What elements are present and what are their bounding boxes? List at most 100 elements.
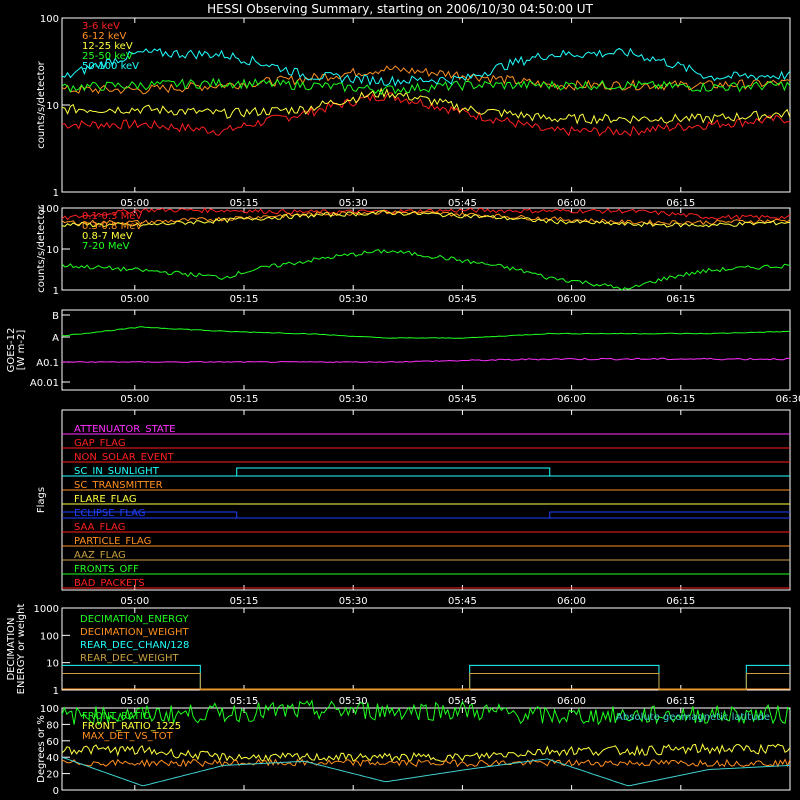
x-tick-label: 05:30 bbox=[339, 198, 368, 209]
y-axis-label: Degrees or % bbox=[36, 715, 47, 783]
legend-entry: REAR_DEC_WEIGHT bbox=[80, 653, 179, 664]
panel-lightcurves-low: 05:00 05:15 05:30 05:45 06:00 06:15 counts/s/d… bbox=[36, 14, 791, 209]
panel-frame bbox=[61, 309, 791, 391]
y-tick-label: A0.01 bbox=[30, 378, 59, 389]
series-line bbox=[61, 249, 791, 291]
y-tick-label: 1 bbox=[53, 188, 59, 199]
series-line bbox=[61, 743, 791, 763]
legend-entry: 3-6 keV bbox=[82, 21, 120, 32]
series-line bbox=[62, 673, 790, 691]
series-line bbox=[61, 209, 791, 226]
annotation-label: Absolute geomagnetic latitude bbox=[616, 712, 770, 723]
y-tick-label: 1 bbox=[53, 686, 59, 697]
series-line bbox=[61, 699, 791, 726]
y-tick-label: 10 bbox=[46, 101, 59, 112]
y-tick-label: 1 bbox=[53, 286, 59, 297]
flag-label: SAA_FLAG bbox=[74, 522, 125, 533]
legend-entry: 12-25 keV bbox=[82, 41, 133, 52]
x-tick-label: 05:45 bbox=[448, 394, 477, 405]
series-line bbox=[61, 207, 791, 221]
y-axis-label-line: ENERGY or weight bbox=[16, 604, 27, 695]
x-tick-label: 05:45 bbox=[448, 596, 477, 607]
y-tick-label: 100 bbox=[40, 631, 59, 642]
x-tick-label: 06:15 bbox=[666, 596, 695, 607]
panel-decimation: 05:00 05:15 05:30 05:45 06:00 06:15DECIMATION… bbox=[6, 604, 791, 707]
y-tick-label: 10 bbox=[46, 245, 59, 256]
x-tick-label: 06:00 bbox=[557, 394, 586, 405]
legend-entry: MAX_DET_VS_TOT bbox=[82, 731, 174, 742]
legend-entry: 25-50 keV bbox=[82, 51, 133, 62]
y-tick-label: 0 bbox=[53, 786, 59, 797]
x-tick-label: 05:00 bbox=[120, 596, 149, 607]
sunlight-step bbox=[236, 467, 551, 476]
legend-entry: 0.3-0.8 MeV bbox=[82, 221, 142, 232]
x-tick-label: 05:00 bbox=[120, 696, 149, 707]
legend-entry: FRONT_RATIO bbox=[82, 711, 151, 722]
x-tick-label: 06:15 bbox=[666, 696, 695, 707]
y-axis-label: Flags bbox=[36, 487, 47, 513]
panel-frame bbox=[61, 17, 791, 193]
y-tick-label: A0.1 bbox=[36, 358, 59, 369]
x-tick-label: 05:15 bbox=[230, 294, 259, 305]
y-tick-label: 10 bbox=[46, 659, 59, 670]
x-tick-label: 06:00 bbox=[557, 198, 586, 209]
series-line bbox=[61, 92, 791, 137]
panel-frame bbox=[61, 409, 791, 591]
x-tick-label: 05:30 bbox=[339, 294, 368, 305]
x-tick-label: 05:00 bbox=[120, 294, 149, 305]
y-tick-label: 60 bbox=[46, 737, 59, 748]
x-tick-label: 05:15 bbox=[230, 394, 259, 405]
y-tick-label: B bbox=[52, 311, 59, 322]
panel-goes: 05:00 05:15 05:30 05:45 06:00 06:15 06:30 GOES-… bbox=[6, 309, 800, 405]
x-tick-label: 05:15 bbox=[230, 596, 259, 607]
series-line bbox=[62, 357, 791, 363]
x-tick-label: 05:45 bbox=[448, 198, 477, 209]
x-tick-label: 05:30 bbox=[339, 394, 368, 405]
panel-ratios: Degrees or % 0 20 40 60 80 100 FRONT_RATIOFRONT… bbox=[36, 699, 791, 797]
y-tick-label: 100 bbox=[40, 204, 59, 215]
series-line bbox=[61, 77, 791, 96]
series-line bbox=[61, 326, 791, 339]
y-axis-label-line: DECIMATION bbox=[6, 617, 17, 680]
legend-entry: FRONT_RATIO_1225 bbox=[82, 721, 181, 732]
x-tick-label: 05:30 bbox=[339, 596, 368, 607]
y-axis-label-line: [W m-2] bbox=[16, 330, 27, 371]
figure-title: HESSI Observing Summary, starting on 200… bbox=[207, 2, 593, 16]
series-line bbox=[61, 758, 791, 768]
x-tick-label: 06:00 bbox=[557, 294, 586, 305]
x-tick-label: 05:45 bbox=[448, 294, 477, 305]
legend-entry: 50-100 keV bbox=[82, 61, 139, 72]
panel-lightcurves-high: 05:00 05:15 05:30 05:45 06:00 06:15 counts/s/d… bbox=[36, 204, 791, 305]
x-tick-label: 06:00 bbox=[557, 696, 586, 707]
x-tick-label: 06:15 bbox=[666, 198, 695, 209]
x-tick-label: 05:15 bbox=[230, 696, 259, 707]
y-axis-label: counts/s/detector bbox=[36, 60, 47, 148]
series-line bbox=[61, 756, 791, 787]
x-tick-label: 06:00 bbox=[557, 596, 586, 607]
flag-label: AAZ_FLAG bbox=[74, 550, 126, 561]
flag-label: SC_TRANSMITTER bbox=[74, 480, 163, 491]
y-tick-label: 40 bbox=[46, 753, 59, 764]
legend-entry: DECIMATION_WEIGHT bbox=[80, 627, 189, 638]
y-axis-label: counts/s/detector bbox=[36, 204, 47, 292]
x-tick-label: 06:15 bbox=[666, 394, 695, 405]
panels-group: 05:00 05:15 05:30 05:45 06:00 06:15 counts/s/d… bbox=[6, 14, 800, 797]
legend-entry: 0.8-7 MeV bbox=[82, 231, 133, 242]
y-tick-label: A bbox=[52, 333, 59, 344]
flag-label: FLARE_FLAG bbox=[74, 494, 137, 505]
x-tick-label: 05:30 bbox=[339, 696, 368, 707]
flag-label: BAD_PACKETS bbox=[74, 578, 145, 589]
legend-entry: 6-12 keV bbox=[82, 31, 126, 42]
flag-label: SC_IN_SUNLIGHT bbox=[74, 466, 160, 477]
y-axis-label-line: GOES-12 bbox=[6, 328, 17, 373]
panel-flags: 05:00 05:15 05:30 05:45 06:00 06:15 Flags ATTEN… bbox=[36, 409, 791, 607]
eclipse-step bbox=[62, 511, 790, 519]
y-tick-label: 20 bbox=[46, 770, 59, 781]
panel-frame bbox=[61, 707, 791, 791]
series-line bbox=[61, 47, 791, 87]
flag-label: ATTENUATOR_STATE bbox=[74, 424, 175, 435]
legend-entry: DECIMATION_ENERGY bbox=[80, 614, 189, 625]
legend-entry: 0.1-0.3 MeV bbox=[82, 211, 142, 222]
y-tick-label: 80 bbox=[46, 720, 59, 731]
